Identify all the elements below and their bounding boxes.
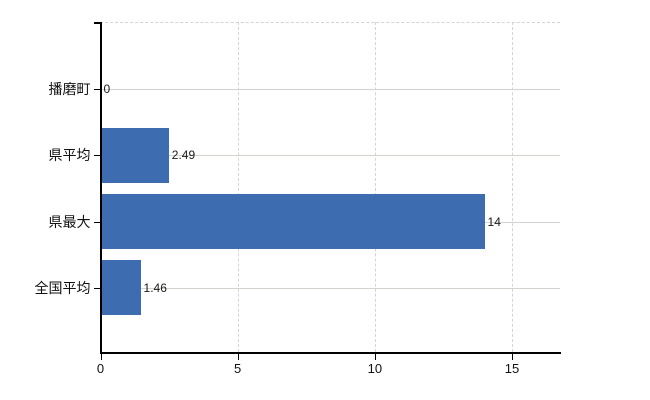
h-gridline — [100, 89, 560, 90]
y-axis-tick — [93, 155, 101, 157]
x-tick-label: 10 — [367, 361, 383, 376]
x-tick-label: 5 — [234, 361, 242, 376]
bar — [101, 260, 142, 316]
v-gridline — [511, 22, 513, 352]
y-axis-tick — [93, 89, 101, 90]
bar-value-label: 2.49 — [171, 148, 196, 163]
y-axis-tick — [93, 22, 101, 24]
x-axis-tick — [237, 354, 239, 360]
x-axis-tick — [511, 354, 513, 360]
y-axis-tick — [93, 287, 101, 289]
category-label: 全国平均 — [34, 279, 91, 296]
category-label: 播磨町 — [48, 81, 91, 97]
h-gridline — [100, 287, 560, 289]
x-tick-label: 0 — [96, 361, 105, 376]
v-gridline — [374, 22, 376, 352]
x-axis-tick — [100, 354, 102, 360]
category-label: 県最大 — [48, 213, 91, 230]
category-label: 県平均 — [48, 147, 91, 164]
bar-value-label: 0 — [103, 82, 111, 96]
h-gridline — [100, 155, 560, 157]
x-axis-tick — [374, 354, 376, 360]
bar-value-label: 14 — [487, 214, 501, 229]
y-axis-tick — [93, 221, 101, 223]
v-gridline — [237, 22, 239, 352]
bar — [101, 127, 170, 183]
y-axis-line — [99, 22, 102, 352]
plot-top-border — [100, 22, 560, 23]
x-axis-line — [99, 352, 561, 354]
bar-value-label: 1.46 — [143, 280, 167, 295]
x-tick-label: 15 — [504, 361, 520, 376]
bar — [101, 194, 486, 250]
